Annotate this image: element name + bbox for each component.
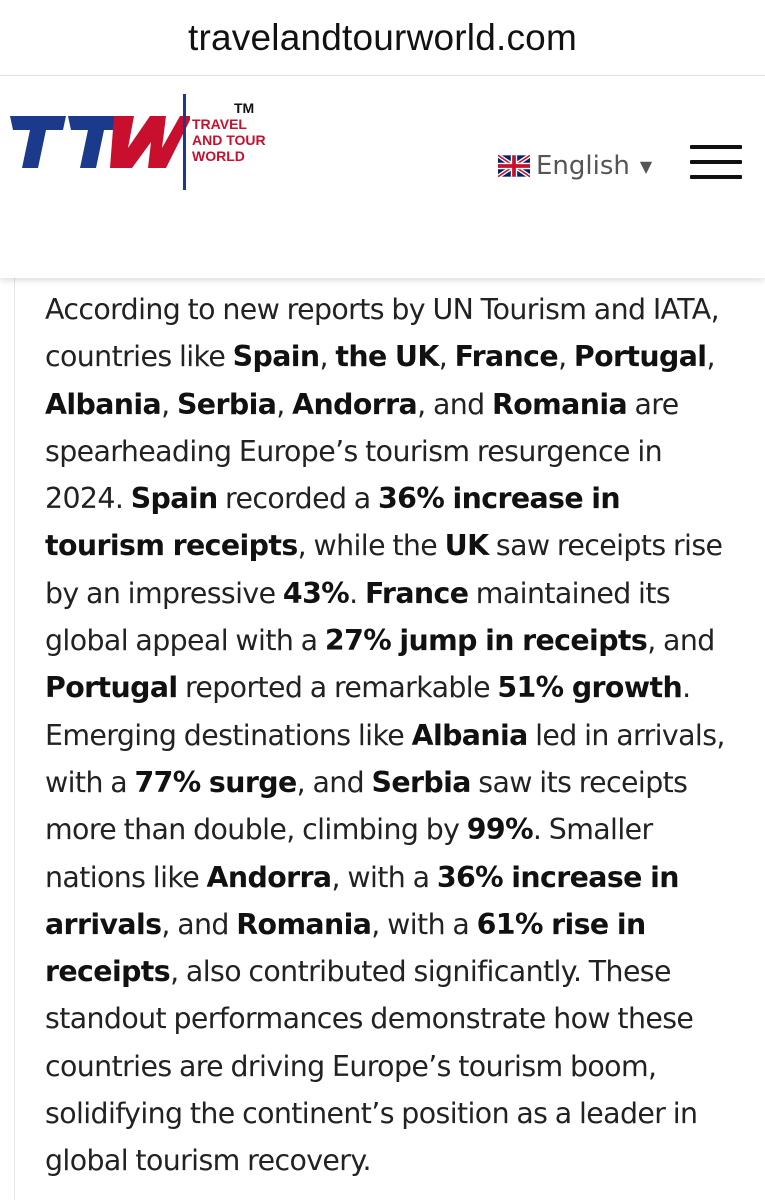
language-label: English	[536, 151, 630, 181]
logo-word-world: WORLD	[192, 148, 245, 164]
body-text: According to new reports by UN Tourism a…	[45, 293, 720, 374]
body-text: ,	[161, 387, 177, 421]
body-text: . Emerging destinations like	[45, 671, 691, 752]
highlight-text: UK	[444, 529, 489, 563]
body-text: recorded a	[217, 482, 379, 516]
body-text: , and	[161, 907, 237, 941]
highlight-text: 36% increase in tourism receipts	[45, 482, 621, 563]
highlight-text: 36% increase in arrivals	[45, 860, 679, 941]
language-selector[interactable]: English ▼	[498, 149, 652, 183]
highlight-text: Spain	[130, 482, 218, 516]
menu-bar-bottom	[690, 175, 742, 179]
highlight-text: Portugal	[573, 340, 707, 374]
body-text: , and	[417, 387, 493, 421]
hamburger-menu-icon[interactable]	[690, 145, 742, 179]
highlight-text: Andorra	[206, 860, 333, 894]
highlight-text: Romania	[236, 907, 372, 941]
body-text: ,	[706, 340, 715, 374]
body-text: ,	[438, 340, 455, 374]
body-text: saw receipts rise by an impressive	[45, 529, 723, 610]
site-logo[interactable]: TM TRAVEL AND TOUR WORLD	[10, 94, 280, 194]
body-text: , with a	[331, 860, 437, 894]
body-text: .	[349, 576, 365, 610]
highlight-text: 99%	[466, 813, 534, 847]
body-text: saw its receipts more than double, climb…	[45, 765, 688, 847]
logo-wordmark: TRAVEL AND TOUR WORLD	[192, 116, 266, 164]
body-text: ,	[319, 340, 336, 374]
highlight-text: Portugal	[45, 671, 178, 705]
body-text: , with a	[371, 907, 477, 941]
highlight-text: France	[364, 576, 469, 610]
menu-bar-middle	[690, 160, 742, 164]
highlight-text: Albania	[411, 718, 529, 752]
body-text: , while the	[297, 529, 445, 563]
trademark-label: TM	[234, 100, 255, 116]
body-text: ,	[558, 340, 574, 374]
highlight-text: 43%	[282, 576, 350, 610]
chevron-down-icon: ▼	[639, 156, 653, 176]
body-text: , also contributed significantly. These …	[45, 955, 698, 1178]
logo-word-and-tour: AND TOUR	[192, 132, 266, 148]
site-header: TM TRAVEL AND TOUR WORLD English ▼	[0, 76, 765, 278]
article-paragraph: According to new reports by UN Tourism a…	[45, 286, 745, 1185]
highlight-text: 61% rise in receipts	[45, 907, 646, 989]
body-text: . Smaller nations like	[45, 813, 653, 894]
body-text: ,	[276, 387, 293, 421]
body-text: maintained its global appeal with a	[45, 576, 671, 658]
highlight-text: France	[454, 340, 559, 374]
highlight-text: Spain	[232, 340, 320, 374]
highlight-text: Serbia	[176, 387, 277, 421]
highlight-text: the UK	[335, 340, 439, 374]
menu-bar-top	[690, 145, 742, 149]
highlight-text: 77% surge	[134, 765, 297, 799]
highlight-text: Andorra	[292, 387, 418, 421]
body-text: , and	[296, 765, 372, 799]
body-text: reported a remarkable	[177, 671, 498, 705]
url-text[interactable]: travelandtourworld.com	[188, 16, 577, 58]
address-bar[interactable]: travelandtourworld.com	[0, 0, 765, 76]
body-text: , and	[647, 624, 715, 658]
uk-flag-icon	[498, 155, 530, 177]
body-text: led in arrivals, with a	[45, 718, 725, 799]
highlight-text: Romania	[492, 387, 628, 421]
article-body: According to new reports by UN Tourism a…	[14, 278, 765, 1200]
highlight-text: 51% growth	[497, 671, 683, 705]
highlight-text: Albania	[45, 387, 162, 421]
body-text: are spearheading Europe’s tourism resurg…	[45, 387, 679, 516]
highlight-text: 27% jump in receipts	[324, 624, 648, 658]
logo-word-travel: TRAVEL	[192, 116, 247, 132]
ttw-logo-icon	[10, 94, 190, 190]
highlight-text: Serbia	[371, 765, 472, 799]
